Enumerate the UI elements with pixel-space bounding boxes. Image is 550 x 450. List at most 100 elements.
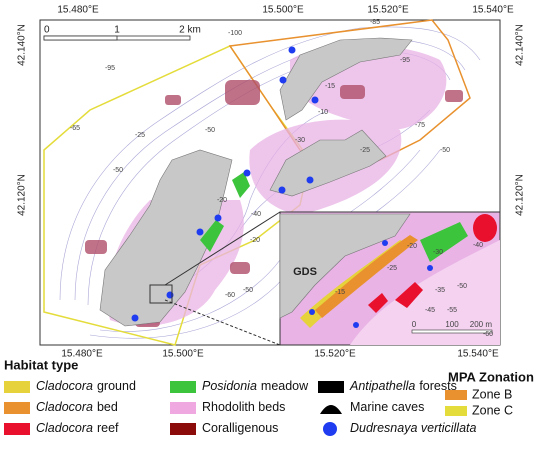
dudresnaya-point (353, 322, 359, 328)
contour-label: -35 (435, 287, 445, 294)
legend-label-text: ground (97, 379, 136, 393)
legend-swatch (445, 406, 467, 416)
dudresnaya-point (279, 76, 287, 84)
map: 15.480°E 15.500°E 15.520°E 15.540°E 15.480°E… (17, 5, 526, 360)
legend-label: Zone B (472, 387, 512, 401)
contour-label: -30 (433, 249, 443, 256)
legend-label-text: bed (97, 400, 118, 414)
legend-swatch (318, 381, 344, 393)
inset-rhodolith (350, 240, 500, 345)
dudresnaya-point (278, 186, 286, 194)
legend-label: Antipathella forests (349, 379, 457, 393)
inset-dudresnaya-points (309, 240, 433, 328)
legend-label-italic: Antipathella (349, 379, 415, 393)
latitude-label: 42.140°N (515, 24, 526, 66)
legend-label: Zone C (472, 403, 513, 417)
latitude-label: 42.120°N (515, 174, 526, 216)
legend-label-text: Coralligenous (202, 421, 278, 435)
contour-label: -25 (387, 265, 397, 272)
dudresnaya-point (288, 46, 296, 54)
island (269, 129, 387, 197)
coralligenous-patch (225, 80, 260, 105)
inset-cladocora-bed (315, 235, 418, 318)
longitude-label: 15.480°E (57, 5, 99, 16)
scale-bar-label: 1 (114, 25, 120, 36)
contour-label: -20 (217, 197, 227, 204)
contour-label: -60 (225, 292, 235, 299)
contour-label: -95 (400, 57, 410, 64)
inset-scale-bar-label: 200 m (470, 320, 493, 329)
dudresnaya-point (131, 314, 139, 322)
legend-swatch (170, 423, 196, 435)
scale-bar-label: 0 (44, 25, 50, 36)
contour-label: -65 (70, 125, 80, 132)
legend-label: Posidonia meadow (202, 379, 309, 393)
posidonia-meadow (200, 172, 250, 252)
legend-label-text: reef (97, 421, 119, 435)
inset-cladocora-reef (473, 214, 497, 242)
latitude-label: 42.140°N (17, 24, 28, 66)
coralligenous-patch (340, 85, 365, 99)
inset-cladocora-reef (395, 282, 423, 308)
scale-bar (43, 35, 191, 41)
dudresnaya-point (311, 96, 319, 104)
contour-label: -55 (447, 307, 457, 314)
contour-label: -20 (250, 237, 260, 244)
longitude-label: 15.500°E (262, 5, 304, 16)
legend-swatch (320, 405, 342, 414)
coralligenous-patch (85, 240, 107, 254)
inset-locator (149, 284, 173, 304)
dudresnaya-point (382, 240, 388, 246)
contour-label: -50 (113, 167, 123, 174)
legend-label: Marine caves (350, 400, 424, 414)
contour-label: -25 (360, 147, 370, 154)
legend-title: MPA Zonation (448, 369, 534, 384)
legend-swatch (4, 402, 30, 414)
scale-bar-box (43, 35, 118, 41)
legend-label: Cladocora ground (36, 379, 136, 393)
legend-label-text: Rhodolith beds (202, 400, 285, 414)
legend-label-italic: Posidonia (202, 379, 257, 393)
latitude-label: 42.120°N (17, 174, 28, 216)
contour-label: -25 (135, 132, 145, 139)
longitude-label: 15.500°E (162, 349, 204, 360)
site-label: GDS (293, 266, 317, 278)
longitude-label: 15.540°E (472, 5, 514, 16)
contour-label: -50 (440, 147, 450, 154)
island (99, 149, 233, 327)
legend-label-text: forests (419, 379, 457, 393)
inset-connector (164, 299, 281, 346)
contour-label: -85 (370, 19, 380, 26)
legend-label: Dudresnaya verticillata (350, 421, 476, 435)
longitude-label: 15.540°E (457, 349, 499, 360)
dudresnaya-point (306, 176, 314, 184)
dudresnaya-point (309, 309, 315, 315)
contour-label: -95 (105, 65, 115, 72)
coralligenous-patch (445, 90, 463, 102)
dudresnaya-point (196, 228, 204, 236)
contour-label: -40 (473, 242, 483, 249)
legend-title: Habitat type (4, 357, 78, 372)
inset-cladocora-reef (368, 293, 388, 313)
inset-connector (164, 211, 281, 286)
legend-label: Rhodolith beds (202, 400, 285, 414)
contour-label: -30 (295, 137, 305, 144)
contour-label: -60 (483, 331, 493, 338)
coralligenous-patch (165, 95, 181, 105)
legend-swatch (170, 402, 196, 414)
legend-swatch (170, 381, 196, 393)
legend-label: Coralligenous (202, 421, 278, 435)
dudresnaya-points (131, 46, 319, 322)
legend-label: Cladocora bed (36, 400, 118, 414)
coralligenous-patch (230, 262, 250, 274)
posidonia-patch (200, 220, 224, 252)
posidonia-patch (232, 172, 250, 198)
inset-scale-bar-label: 100 (445, 320, 459, 329)
contour-label: -20 (407, 243, 417, 250)
scale-bar-label: 2 km (179, 25, 201, 36)
legend-label-italic: Cladocora (36, 400, 93, 414)
contour (59, 26, 481, 301)
inset-scale-bar-label: 0 (412, 320, 417, 329)
